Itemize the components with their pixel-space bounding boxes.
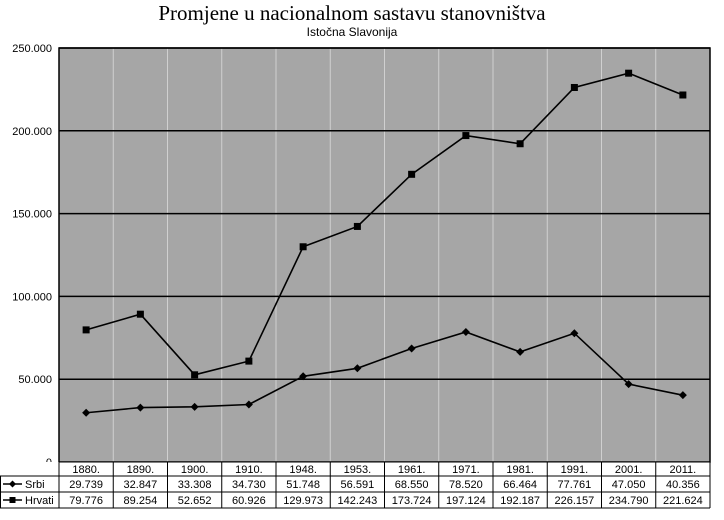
chart-title: Promjene u nacionalnom sastavu stanovniš… <box>158 1 546 25</box>
x-category-label: 1880. <box>72 464 100 476</box>
series-line-hrvati <box>85 72 684 376</box>
data-label: 77.761 <box>558 479 592 491</box>
y-tick-label: 250.000 <box>12 43 52 55</box>
legend-series-name: Hrvati <box>25 495 54 507</box>
data-label: 34.730 <box>232 479 266 491</box>
x-category-label: 1900. <box>181 464 209 476</box>
data-point-hrvati <box>408 170 416 178</box>
x-category-label: 1948. <box>289 464 317 476</box>
data-label: 40.356 <box>666 479 700 491</box>
chart-subtitle: Istočna Slavonija <box>307 25 398 39</box>
data-point-hrvati <box>516 140 524 148</box>
data-point-srbi <box>136 403 145 412</box>
data-point-srbi <box>299 372 308 381</box>
data-label: 226.157 <box>554 495 594 507</box>
y-tick-label: 150.000 <box>12 209 52 221</box>
data-label: 78.520 <box>449 479 483 491</box>
data-point-srbi <box>678 391 687 400</box>
data-point-srbi <box>244 400 253 409</box>
x-category-label: 1981. <box>506 464 534 476</box>
x-category-label: 1971. <box>452 464 480 476</box>
data-label: 129.973 <box>283 495 323 507</box>
data-label: 173.724 <box>392 495 432 507</box>
data-point-hrvati <box>82 326 90 334</box>
data-label: 142.243 <box>337 495 377 507</box>
data-label: 197.124 <box>446 495 486 507</box>
data-point-hrvati <box>625 69 633 77</box>
data-point-hrvati <box>570 83 578 91</box>
data-label: 47.050 <box>612 479 646 491</box>
legend-series-name: Srbi <box>25 479 45 491</box>
data-point-srbi <box>353 364 362 373</box>
data-label: 221.624 <box>663 495 703 507</box>
legend-key-marker <box>9 480 16 488</box>
data-point-srbi <box>461 327 470 336</box>
data-point-hrvati <box>136 310 144 318</box>
data-label: 234.790 <box>609 495 649 507</box>
data-label: 29.739 <box>69 479 103 491</box>
data-point-hrvati <box>353 222 361 230</box>
data-point-srbi <box>570 329 579 338</box>
data-point-srbi <box>624 380 633 389</box>
data-point-srbi <box>82 408 91 417</box>
data-label: 79.776 <box>69 495 103 507</box>
data-label: 68.550 <box>395 479 429 491</box>
x-category-label: 2011. <box>670 464 697 476</box>
x-category-label: 1961. <box>398 464 426 476</box>
data-table-background <box>0 462 710 508</box>
data-label: 51.748 <box>286 479 320 491</box>
data-point-srbi <box>516 347 525 356</box>
data-point-srbi <box>407 344 416 353</box>
y-tick-label: 200.000 <box>12 126 52 138</box>
data-label: 32.847 <box>124 479 158 491</box>
data-label: 89.254 <box>124 495 158 507</box>
data-point-hrvati <box>245 357 253 365</box>
data-point-hrvati <box>462 132 470 140</box>
y-tick-label: 50.000 <box>18 374 52 386</box>
x-category-label: 1890. <box>127 464 155 476</box>
data-label: 33.308 <box>178 479 212 491</box>
data-label: 66.464 <box>503 479 537 491</box>
x-category-label: 2001. <box>615 464 643 476</box>
data-label: 60.926 <box>232 495 266 507</box>
x-category-label: 1953. <box>344 464 372 476</box>
data-point-hrvati <box>191 371 199 379</box>
data-point-hrvati <box>299 243 307 251</box>
data-label: 192.187 <box>500 495 540 507</box>
y-tick-label: 100.000 <box>12 291 52 303</box>
data-label: 56.591 <box>341 479 375 491</box>
data-point-srbi <box>190 402 199 411</box>
series-line-srbi <box>86 331 684 414</box>
legend-key-marker <box>9 497 16 503</box>
data-point-hrvati <box>679 91 687 99</box>
data-label: 52.652 <box>178 495 212 507</box>
x-category-label: 1991. <box>561 464 589 476</box>
x-category-label: 1910. <box>235 464 263 476</box>
